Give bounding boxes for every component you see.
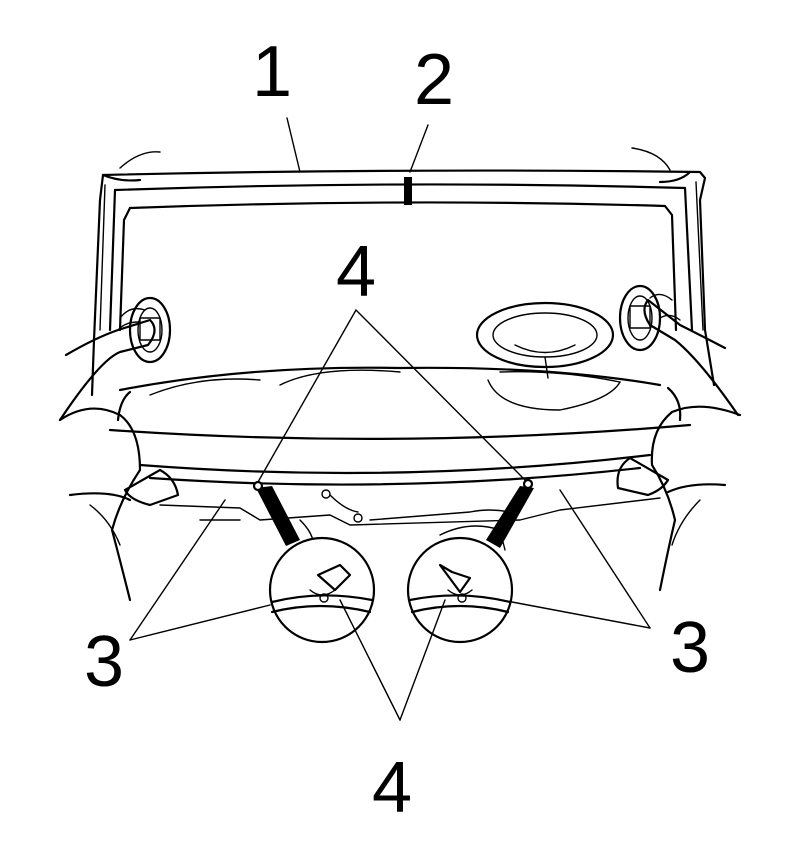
person-right-icon — [616, 405, 742, 592]
callout-1: 1 — [252, 32, 292, 112]
callout-2: 2 — [414, 40, 454, 120]
steering-wheel — [475, 301, 615, 379]
person-left-icon — [58, 407, 180, 602]
windshield-frame — [90, 147, 716, 397]
callout-3-left: 3 — [84, 622, 124, 702]
callout-3-right: 3 — [670, 608, 710, 688]
suction-cup-left-icon — [128, 296, 172, 364]
leader-lines — [129, 117, 651, 721]
hand-left-upper-icon — [58, 307, 156, 422]
callout-4-top: 4 — [336, 232, 376, 312]
callout-4-bottom: 4 — [372, 748, 412, 828]
windshield-lower-edge — [138, 453, 661, 556]
dashboard — [108, 366, 692, 440]
detail-circle-right — [406, 536, 514, 644]
spacer-marker-left-icon — [252, 480, 300, 546]
hand-right-upper-icon — [643, 293, 740, 417]
detail-circle-left — [268, 536, 376, 644]
spacer-marker-right-icon — [486, 478, 534, 548]
